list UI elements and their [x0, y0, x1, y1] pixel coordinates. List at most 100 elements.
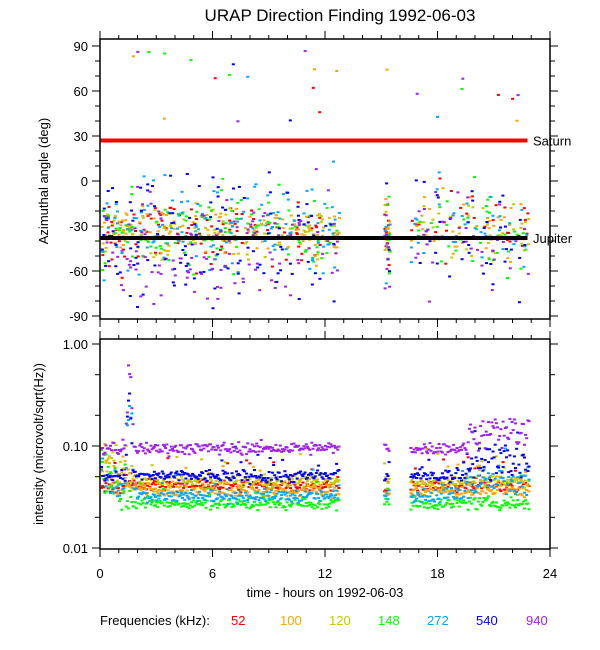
- intensity-point: [440, 483, 444, 486]
- intensity-point: [425, 501, 429, 504]
- azimuth-point: [384, 226, 388, 229]
- azimuth-point: [236, 272, 240, 275]
- intensity-point: [118, 481, 121, 484]
- intensity-point: [451, 491, 454, 494]
- intensity-point: [322, 483, 326, 486]
- azimuth-point: [385, 267, 389, 270]
- azimuth-point: [304, 231, 308, 233]
- azimuth-point: [142, 228, 146, 231]
- intensity-point: [499, 476, 503, 479]
- intensity-point: [199, 474, 202, 477]
- azimuth-point: [329, 224, 333, 227]
- intensity-point: [505, 426, 508, 429]
- intensity-point: [266, 484, 270, 487]
- azimuth-point: [203, 239, 207, 242]
- intensity-point: [222, 492, 226, 495]
- intensity-point: [147, 483, 151, 486]
- intensity-point: [181, 502, 184, 505]
- azimuth-point: [312, 234, 316, 237]
- azimuth-point: [222, 239, 226, 242]
- intensity-point: [197, 445, 201, 448]
- intensity-point: [508, 489, 512, 492]
- intensity-point: [520, 480, 524, 483]
- intensity-point: [256, 490, 260, 493]
- azimuth-point: [491, 219, 495, 222]
- azimuth-point: [485, 221, 489, 223]
- intensity-point: [245, 472, 249, 475]
- intensity-point: [484, 480, 488, 483]
- intensity-point: [473, 481, 477, 484]
- azimuth-point: [249, 225, 253, 228]
- intensity-point: [447, 470, 451, 472]
- intensity-point: [503, 483, 507, 486]
- azimuth-point: [512, 243, 516, 246]
- azimuth-point: [143, 256, 147, 259]
- intensity-point: [515, 447, 519, 450]
- intensity-point: [112, 465, 116, 468]
- intensity-point: [304, 482, 308, 485]
- azimuth-point: [119, 224, 123, 227]
- azimuth-point: [247, 258, 250, 261]
- intensity-point: [128, 392, 132, 395]
- azimuth-point: [288, 227, 292, 230]
- azimuth-y-tick-label: -60: [69, 264, 88, 279]
- intensity-point: [175, 499, 179, 502]
- azimuth-point: [301, 240, 305, 243]
- intensity-point: [154, 478, 157, 481]
- intensity-point: [386, 493, 390, 496]
- azimuth-points: [100, 50, 531, 310]
- intensity-point: [122, 484, 126, 487]
- azimuth-point: [466, 214, 470, 217]
- azimuth-point: [493, 252, 497, 255]
- intensity-point: [336, 480, 340, 483]
- intensity-point: [422, 487, 426, 490]
- intensity-point: [237, 441, 241, 444]
- intensity-point: [102, 453, 106, 456]
- intensity-point: [132, 505, 136, 508]
- azimuth-point: [513, 230, 517, 233]
- azimuth-point: [321, 234, 324, 237]
- intensity-point: [137, 502, 141, 505]
- intensity-point: [317, 464, 321, 467]
- intensity-point: [419, 500, 423, 503]
- intensity-point: [512, 504, 516, 507]
- azimuth-point: [383, 203, 387, 206]
- intensity-point: [409, 447, 413, 449]
- intensity-point: [507, 476, 511, 478]
- azimuth-point: [102, 279, 106, 282]
- intensity-point: [230, 472, 234, 475]
- azimuth-point: [216, 233, 220, 236]
- azimuth-point: [525, 233, 529, 236]
- azimuth-point: [167, 244, 171, 247]
- intensity-point: [160, 501, 164, 504]
- intensity-point: [100, 486, 103, 489]
- azimuth-point: [111, 187, 114, 190]
- intensity-point: [186, 473, 190, 476]
- intensity-point: [201, 487, 205, 490]
- intensity-point: [331, 473, 335, 476]
- azimuth-point: [251, 227, 255, 230]
- intensity-point: [457, 489, 461, 492]
- intensity-point: [271, 471, 274, 474]
- intensity-point: [437, 497, 441, 500]
- intensity-point: [470, 457, 474, 460]
- azimuth-point: [151, 185, 154, 187]
- intensity-point: [417, 474, 421, 476]
- intensity-point: [170, 499, 174, 502]
- intensity-point: [426, 488, 430, 491]
- intensity-point: [139, 484, 143, 487]
- intensity-point: [470, 489, 474, 491]
- azimuth-point: [242, 197, 246, 199]
- intensity-point: [233, 494, 237, 497]
- intensity-point: [246, 478, 250, 481]
- azimuth-point: [254, 234, 258, 237]
- intensity-point: [278, 487, 282, 489]
- intensity-point: [194, 477, 198, 480]
- intensity-point: [247, 450, 251, 453]
- azimuth-point: [210, 225, 214, 228]
- intensity-point: [227, 503, 231, 505]
- azimuth-point: [219, 212, 223, 215]
- intensity-point: [296, 444, 300, 447]
- azimuth-point: [198, 232, 201, 235]
- intensity-point: [461, 482, 465, 485]
